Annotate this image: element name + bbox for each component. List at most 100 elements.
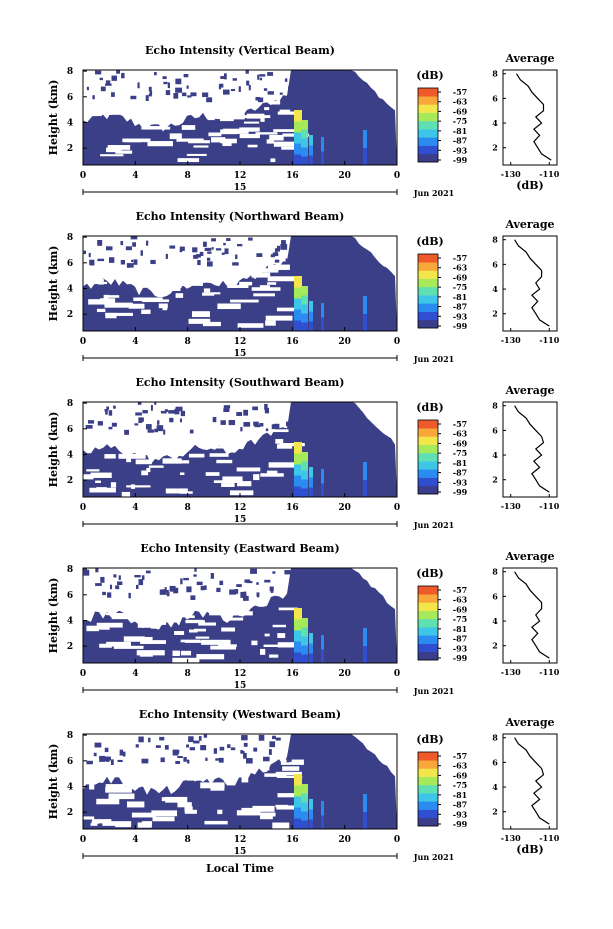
speckle	[175, 87, 183, 93]
y-tick-label: 6	[67, 259, 73, 269]
speckle	[200, 585, 205, 591]
speckle	[196, 581, 203, 586]
speckle	[240, 427, 243, 432]
x-tick-label: 12	[234, 337, 247, 347]
noise-gap	[162, 458, 182, 464]
noise-gap	[150, 774, 168, 779]
noise-gap	[273, 129, 301, 132]
speckle	[146, 240, 149, 246]
speckle	[135, 412, 142, 416]
noise-gap	[141, 309, 151, 314]
speckle	[187, 95, 192, 98]
echo-column	[363, 313, 367, 331]
y-tick-label: 2	[67, 476, 73, 486]
speckle	[248, 237, 253, 241]
echo-column	[301, 322, 308, 331]
noise-gap	[88, 299, 106, 305]
noise-gap	[165, 796, 188, 803]
noise-gap	[159, 617, 177, 623]
colorbar-segment	[418, 137, 438, 146]
noise-gap	[277, 793, 303, 798]
noise-gap	[254, 274, 263, 277]
speckle	[83, 250, 87, 255]
speckle	[269, 586, 274, 592]
colorbar-segment	[418, 793, 438, 802]
echo-column	[294, 818, 302, 829]
noise-gap	[90, 823, 98, 826]
speckle	[196, 254, 201, 258]
speckle	[148, 93, 152, 97]
speckle	[154, 428, 159, 433]
noise-gap	[279, 443, 305, 447]
speckle	[102, 591, 106, 596]
speckle	[206, 261, 213, 267]
noise-gap	[213, 432, 242, 438]
speckle	[258, 734, 265, 741]
echo-column	[309, 819, 313, 829]
y-tick-label: 8	[67, 233, 73, 243]
noise-gap	[83, 101, 114, 107]
speckle	[211, 247, 214, 250]
echo-column	[301, 645, 308, 655]
x-tick-label: 20	[338, 337, 351, 347]
speckle	[250, 568, 257, 574]
speckle	[200, 745, 207, 751]
noise-gap	[136, 650, 165, 656]
speckle	[148, 86, 152, 92]
speckle	[288, 86, 295, 91]
echo-column	[309, 487, 313, 497]
noise-gap	[269, 100, 281, 105]
speckle	[272, 571, 276, 574]
colorbar-unit: (dB)	[416, 235, 443, 248]
profile-frame	[502, 69, 558, 166]
heatmap-field	[83, 734, 397, 829]
noise-gap	[113, 645, 144, 649]
y-tick-label: 4	[67, 118, 73, 128]
colorbar-segment	[418, 262, 438, 271]
speckle	[176, 409, 180, 415]
x-tick-label: 8	[185, 503, 191, 513]
noise-gap	[161, 767, 175, 772]
speckle	[172, 749, 179, 756]
noise-gap	[221, 627, 235, 632]
panel-title: Echo Intensity (Northward Beam)	[136, 210, 345, 223]
colorbar-segment	[418, 801, 438, 810]
speckle	[290, 570, 294, 577]
colorbar-segment	[418, 112, 438, 122]
noise-gap	[98, 269, 124, 273]
speckle	[272, 252, 279, 257]
echo-column	[321, 317, 324, 331]
speckle	[131, 259, 134, 263]
speckle	[292, 257, 299, 264]
noise-gap	[89, 487, 116, 493]
speckle	[218, 757, 224, 763]
x-tick-label: 16	[286, 503, 299, 513]
colorbar-segment	[418, 129, 438, 138]
speckle	[90, 261, 95, 266]
speckle	[222, 89, 230, 95]
speckle	[186, 85, 189, 89]
colorbar-tick-label: -87	[453, 800, 467, 810]
speckle	[175, 760, 181, 765]
noise-gap	[229, 261, 234, 264]
speckle	[256, 582, 259, 585]
noise-gap	[208, 132, 222, 137]
colorbar-tick-label: -57	[453, 87, 467, 97]
speckle	[259, 423, 264, 427]
speckle	[120, 259, 126, 265]
speckle	[213, 748, 218, 754]
colorbar-segment	[418, 254, 438, 263]
profile-y-tick-label: 8	[492, 401, 498, 411]
profile-y-tick-label: 2	[492, 807, 498, 817]
speckle	[165, 253, 168, 259]
speckle	[220, 76, 225, 79]
colorbar-tick-label: -93	[453, 643, 468, 653]
noise-gap	[220, 763, 244, 768]
noise-gap	[132, 775, 162, 780]
echo-column	[294, 807, 302, 819]
speckle	[219, 746, 225, 751]
noise-gap	[275, 771, 302, 776]
panel-title: Echo Intensity (Southward Beam)	[136, 376, 345, 389]
noise-gap	[141, 470, 149, 476]
colorbar-tick-label: -93	[453, 145, 468, 155]
